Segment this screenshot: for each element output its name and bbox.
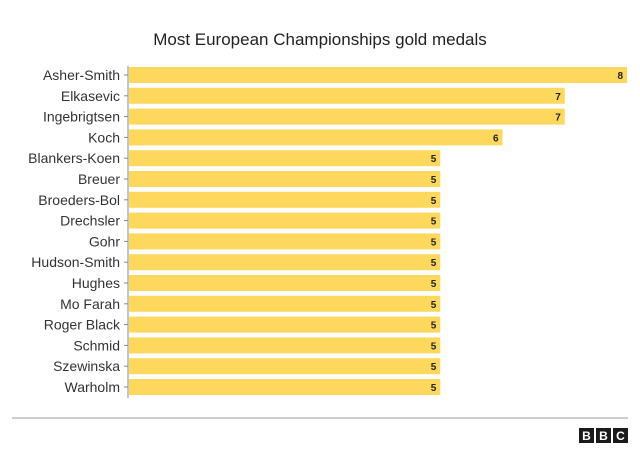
- bar-roger-black: [129, 316, 441, 333]
- bar-szewinska: [129, 358, 441, 375]
- value-label: 5: [431, 279, 437, 290]
- category-label: Mo Farah: [60, 296, 120, 312]
- category-label: Ingebrigtsen: [43, 109, 120, 125]
- category-label: Schmid: [73, 337, 120, 353]
- category-label: Roger Black: [44, 317, 121, 333]
- value-label: 5: [431, 196, 437, 207]
- bar-breuer: [129, 171, 441, 187]
- value-label: 5: [431, 383, 437, 394]
- bar-asher-smith: [129, 67, 627, 83]
- bar-gohr: [129, 233, 441, 250]
- value-label: 5: [431, 321, 437, 332]
- category-label: Hughes: [72, 275, 120, 291]
- category-label: Elkasevic: [61, 88, 120, 104]
- category-label: Szewinska: [53, 358, 120, 374]
- bar-elkasevic: [129, 87, 565, 104]
- logo-block: [613, 428, 628, 443]
- bar-broeders-bol: [129, 191, 441, 208]
- value-label: 7: [555, 92, 561, 103]
- chart-title: Most European Championships gold medals: [153, 30, 487, 49]
- bar-drechsler: [129, 212, 441, 229]
- value-labels-group: 8 7 7 6 5 5 5 5 5 5 5 5 5 5 5 5: [431, 71, 624, 394]
- value-label: 6: [493, 133, 499, 144]
- category-label: Warholm: [65, 379, 121, 395]
- category-label: Broeders-Bol: [38, 192, 120, 208]
- bar-blankers-koen: [129, 150, 441, 167]
- value-label: 5: [431, 217, 437, 228]
- bar-hughes: [129, 275, 441, 291]
- logo-letter: B: [599, 429, 608, 443]
- value-label: 5: [431, 362, 437, 373]
- value-label: 5: [431, 154, 437, 165]
- value-label: 5: [431, 300, 437, 311]
- logo-letter: B: [582, 429, 591, 443]
- value-label: 5: [431, 258, 437, 269]
- bar-koch: [129, 129, 503, 146]
- bar-hudson-smith: [129, 254, 441, 271]
- logo-letter: C: [616, 429, 625, 443]
- category-label: Asher-Smith: [43, 67, 120, 83]
- category-label: Hudson-Smith: [31, 254, 120, 270]
- bar-ingebrigtsen: [129, 108, 565, 125]
- value-label: 7: [555, 113, 561, 124]
- logo-block: [579, 428, 594, 443]
- category-label: Breuer: [78, 171, 120, 187]
- value-label: 5: [431, 341, 437, 352]
- category-label: Koch: [88, 129, 120, 145]
- bar-mo-farah: [129, 295, 441, 312]
- category-label: Gohr: [89, 233, 120, 249]
- category-labels-group: Asher-Smith Elkasevic Ingebrigtsen Koch Blan…: [28, 67, 128, 395]
- category-label: Drechsler: [60, 213, 120, 229]
- value-label: 5: [431, 237, 437, 248]
- value-label: 5: [431, 175, 437, 186]
- bar-warholm: [129, 379, 441, 395]
- bars-group: [129, 67, 627, 395]
- category-label: Blankers-Koen: [28, 150, 120, 166]
- value-label: 8: [617, 71, 623, 82]
- bar-schmid: [129, 337, 441, 354]
- logo-block: [596, 428, 611, 443]
